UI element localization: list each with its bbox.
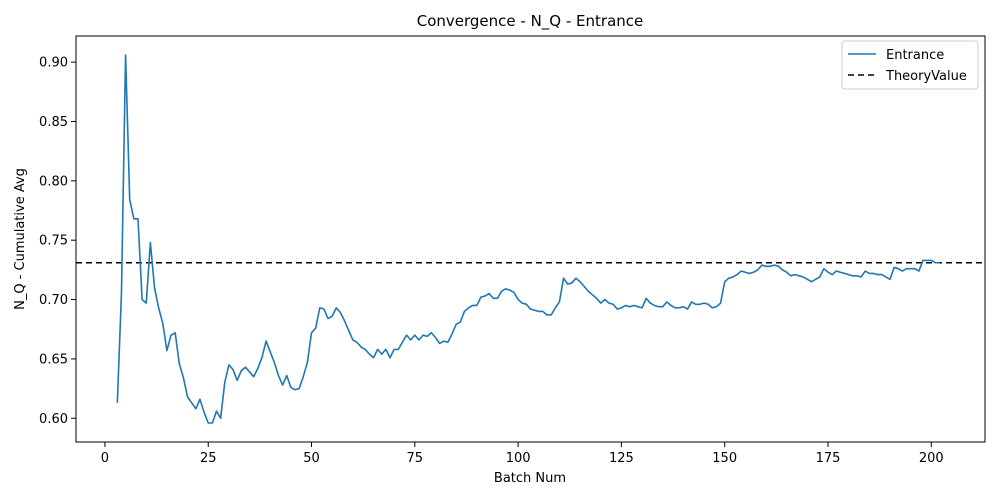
x-axis-title: Batch Num <box>494 471 566 486</box>
plot-frame <box>75 35 986 443</box>
x-tick-label: 0 <box>101 451 109 466</box>
x-tick-label: 200 <box>919 451 944 466</box>
x-tick-label: 75 <box>407 451 424 466</box>
y-tick-label: 0.65 <box>39 352 68 367</box>
y-tick-label: 0.85 <box>39 115 68 130</box>
legend-entrance-label: Entrance <box>886 48 944 63</box>
y-tick-label: 0.75 <box>39 234 68 249</box>
y-tick-label: 0.80 <box>39 174 68 189</box>
x-tick-label: 125 <box>609 451 634 466</box>
legend: Entrance TheoryValue <box>841 40 979 90</box>
x-tick-label: 175 <box>816 451 841 466</box>
x-tick-label: 50 <box>303 451 320 466</box>
chart-title: Convergence - N_Q - Entrance <box>417 12 644 31</box>
x-tick-label: 150 <box>712 451 737 466</box>
y-axis-title: N_Q - Cumulative Avg <box>13 168 28 310</box>
x-axis-ticks: 0 25 50 75 100 125 150 175 200 <box>101 442 944 466</box>
entrance-series-line <box>116 54 940 424</box>
legend-box <box>841 40 979 90</box>
x-tick-label: 100 <box>506 451 531 466</box>
y-tick-label: 0.60 <box>39 412 68 427</box>
x-tick-label: 25 <box>200 451 217 466</box>
legend-theory-label: TheoryValue <box>885 69 967 84</box>
y-tick-label: 0.90 <box>39 56 68 71</box>
y-tick-label: 0.70 <box>39 293 68 308</box>
y-axis-ticks: 0.60 0.65 0.70 0.75 0.80 0.85 0.90 <box>39 56 76 427</box>
